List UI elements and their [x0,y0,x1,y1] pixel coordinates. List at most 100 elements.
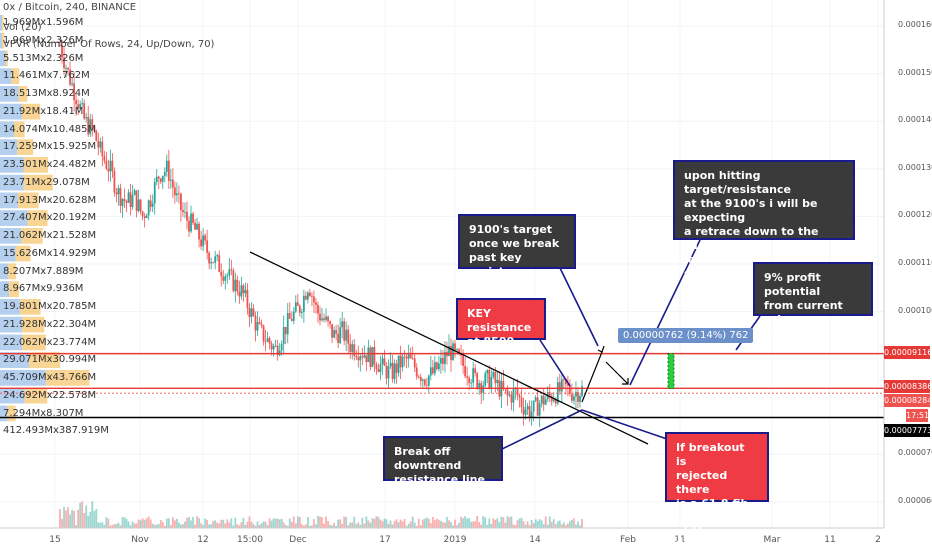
volume-bar [226,519,229,528]
vp-up-bar [0,86,19,102]
vp-down-bar [24,387,48,404]
volume-bar [528,525,531,528]
volume-bar [480,524,483,528]
vp-row-label: 18.513Mx8.924M [3,88,90,99]
vp-down-bar [17,139,34,155]
candle-body [482,385,485,393]
vpvr-indicator-label[interactable]: VPVR (Number Of Rows, 24, Up/Down, 70) [3,39,215,50]
volume-bar [341,523,344,528]
candle-body [270,343,273,350]
fib-support-note[interactable]: If breakout is rejected there is a 61.8 … [665,432,769,552]
candle-body [274,345,277,347]
candle-body [234,279,237,292]
volume-bar [458,523,460,528]
retrace-note[interactable]: upon hitting target/resistance at the 91… [673,160,855,294]
candle-body [448,345,450,357]
candle-body [206,240,209,253]
volume-bar [444,522,446,528]
candle-body [304,295,307,300]
y-tick-label: 0.00011000 [898,258,932,267]
profit-note[interactable]: 9% profit potential from current price a… [753,262,873,340]
candle-body [129,192,132,208]
breakoff-note[interactable]: Break off downtrend resistance line. [383,436,503,486]
volume-bar [252,523,255,528]
candle-body [119,188,122,207]
candle-body [569,385,571,394]
candle-body [200,239,202,247]
volume-bar [544,516,547,528]
candle-body [361,356,364,358]
vp-row-label: 29.071Mx30.994M [3,354,97,366]
volume-bar [415,525,418,528]
candle-body [560,379,563,392]
key-resistance-note[interactable]: KEY resistance at 8500. [456,298,546,348]
candle-body [331,324,333,338]
volume-bar [442,522,444,528]
candle-body [184,211,186,213]
volume-bar [115,524,118,528]
candle-body [345,329,348,341]
volume-bar [351,522,354,528]
candle-body [159,178,162,182]
volume-bar [250,521,253,528]
candle-body [490,376,493,389]
measure-tooltip: 0.00000762 (9.14%) 762 [618,328,754,343]
volume-bar [121,517,124,528]
countdown-label: 17:51 [906,409,930,422]
volume-bar [167,518,170,528]
volume-bar [186,517,188,528]
candle-body [435,362,438,370]
resistance-upper-price-label: 0.00009116 [884,346,932,359]
drawings[interactable] [249,239,761,451]
x-tick-label: Mar [763,535,781,545]
volume-bar [165,518,168,528]
candle-body [325,316,327,320]
volume-bar [163,525,166,528]
volume-bar [258,524,261,528]
candle-body [222,276,225,281]
volume-bar [405,525,408,528]
candle-body [298,305,301,313]
vp-down-bar [23,157,48,173]
candle-body [558,382,561,392]
volume-bar [238,525,241,528]
vp-row-label: 11.461Mx7.762M [3,70,90,82]
volume-bar [345,516,348,528]
volume-bar [105,517,108,528]
candle-body [581,386,583,396]
volume-bar [387,523,390,528]
volume-bar [556,521,559,528]
volume-bar [476,516,479,528]
volume-bar [117,522,120,528]
candle-body [204,235,207,241]
retrace-pointer [629,239,701,386]
volume-bar [534,519,537,528]
candle-body [192,213,194,223]
vp-up-bar [0,228,22,244]
volume-bar [401,521,404,528]
candle-body [415,367,418,377]
candle-body [165,160,168,172]
volume-bar [216,522,219,528]
volume-bar [522,521,525,528]
volume-bar [127,521,130,528]
candle-body [540,395,543,404]
target-note[interactable]: 9100's target once we break past key res… [458,214,576,278]
volume-bar [77,509,80,528]
candle-body [357,357,360,361]
volume-bar [262,521,265,528]
vp-down-bar [1,32,5,49]
candle-body [577,392,579,402]
resistance-lower-price-label: 0.00008386 [884,380,932,393]
candle-body [87,116,90,135]
volume-bar [188,517,190,528]
current-price-label: 0.00008284 [884,394,932,407]
volume-indicator-label[interactable]: Vol (20) [3,22,42,33]
volume-bar [155,524,158,528]
volume-bar [145,518,148,528]
candle-body [534,397,537,401]
volume-bar [488,518,491,528]
volume-bar [107,518,110,528]
vp-row-label: 8.207Mx7.889M [3,265,84,277]
